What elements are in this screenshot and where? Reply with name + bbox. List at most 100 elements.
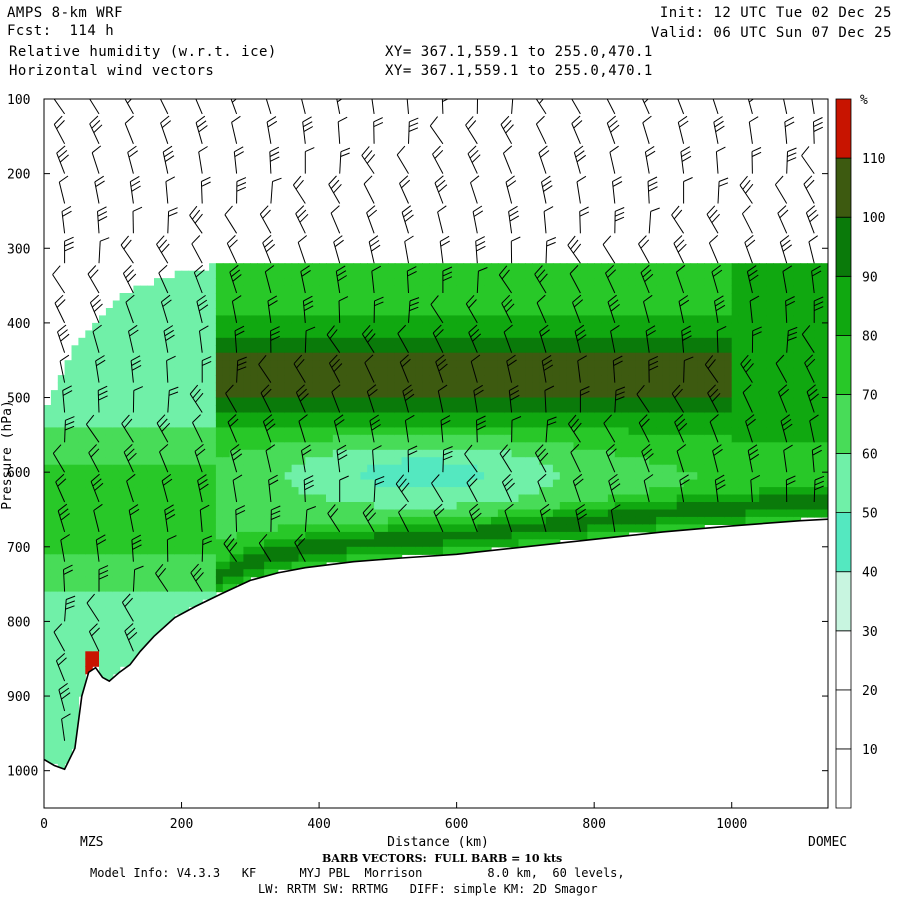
rh-cell (57, 651, 66, 660)
rh-cell (504, 539, 513, 548)
wind-barb-staff (120, 244, 134, 264)
rh-cell (539, 345, 547, 354)
rh-cell (202, 546, 210, 555)
rh-cell (167, 561, 176, 570)
rh-cell (518, 375, 526, 384)
rh-cell (257, 367, 265, 376)
rh-cell (415, 308, 423, 317)
rh-cell (312, 390, 320, 399)
rh-cell (442, 464, 451, 473)
rh-cell (181, 405, 189, 414)
rh-cell (160, 315, 169, 324)
rh-cell (257, 464, 265, 473)
rh-cell (381, 427, 389, 436)
rh-cell (57, 621, 66, 630)
rh-cell (99, 539, 107, 548)
rh-cell (257, 337, 265, 346)
rh-cell (284, 263, 293, 272)
rh-cell (339, 502, 348, 511)
rh-cell (607, 494, 616, 503)
rh-cell (209, 524, 217, 533)
rh-cell (332, 449, 341, 458)
rh-cell (511, 308, 520, 317)
rh-cell (635, 337, 643, 346)
rh-cell (484, 330, 492, 339)
rh-cell (270, 502, 279, 511)
rh-cell (436, 419, 444, 428)
rh-cell (401, 352, 410, 361)
rh-cell (511, 494, 520, 503)
rh-cell (525, 494, 533, 503)
wind-barb-feather (96, 359, 106, 367)
rh-cell (222, 487, 231, 496)
rh-cell (525, 405, 533, 414)
rh-cell (277, 270, 286, 279)
rh-cell (642, 442, 650, 451)
rh-cell (112, 666, 121, 675)
rh-cell (50, 748, 59, 757)
rh-cell (436, 546, 444, 555)
rh-cell (656, 494, 664, 503)
rh-cell (559, 509, 568, 518)
rh-cell (491, 516, 499, 525)
rh-cell (188, 546, 196, 555)
rh-cell (112, 651, 121, 660)
rh-cell (594, 494, 602, 503)
rh-cell (759, 360, 767, 369)
rh-cell (800, 285, 808, 294)
rh-cell (580, 502, 588, 511)
rh-cell (99, 614, 107, 623)
rh-cell (683, 352, 692, 361)
rh-cell (250, 270, 258, 279)
rh-cell (50, 419, 59, 428)
rh-cell (656, 509, 664, 518)
rh-cell (552, 285, 561, 294)
rh-cell (621, 300, 630, 309)
rh-cell (786, 449, 795, 458)
wind-barb-feather (302, 116, 312, 123)
rh-cell (511, 442, 520, 451)
rh-cell (92, 464, 100, 473)
rh-cell (50, 725, 59, 734)
rh-cell (738, 434, 747, 443)
rh-cell (353, 360, 361, 369)
rh-cell (367, 457, 375, 466)
rh-cell (580, 427, 588, 436)
rh-cell (181, 472, 189, 481)
rh-cell (195, 419, 203, 428)
wind-barb-feather (195, 269, 205, 278)
rh-cell (119, 584, 128, 593)
rh-cell (99, 405, 107, 414)
rh-cell (353, 449, 361, 458)
rh-cell (277, 315, 286, 324)
rh-cell (154, 322, 162, 331)
rh-cell (270, 457, 279, 466)
rh-cell (305, 457, 313, 466)
rh-cell (793, 315, 802, 324)
rh-cell (477, 494, 485, 503)
wind-barb-staff (264, 271, 272, 294)
rh-cell (491, 270, 499, 279)
wind-barb-feather (65, 605, 75, 610)
rh-cell (463, 405, 471, 414)
rh-cell (546, 457, 554, 466)
rh-cell (697, 278, 705, 287)
rh-cell (229, 531, 238, 540)
rh-cell (436, 442, 444, 451)
rh-cell (429, 315, 437, 324)
rh-cell (284, 397, 293, 406)
rh-cell (195, 479, 203, 488)
rh-cell (167, 427, 176, 436)
rh-cell (374, 472, 382, 481)
rh-cell (229, 285, 238, 294)
rh-cell (566, 263, 575, 272)
rh-cell (181, 479, 189, 488)
rh-cell (697, 449, 705, 458)
rh-cell (724, 509, 733, 518)
rh-cell (312, 382, 320, 391)
rh-cell (773, 367, 781, 376)
rh-cell (202, 472, 210, 481)
rh-cell (222, 546, 231, 555)
rh-cell (552, 457, 561, 466)
rh-cell (99, 345, 107, 354)
